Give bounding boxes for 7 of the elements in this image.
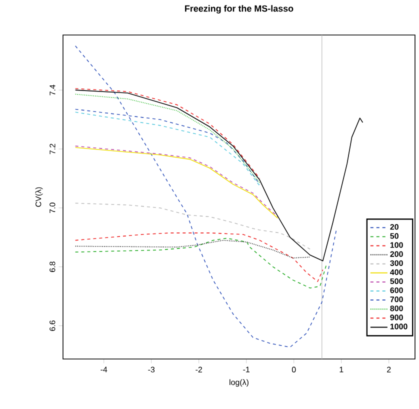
chart-title: Freezing for the MS-lasso xyxy=(185,5,294,14)
line-series xyxy=(74,240,310,258)
line-series xyxy=(74,232,324,282)
line-series xyxy=(74,238,328,288)
line-series xyxy=(74,202,310,250)
line-series xyxy=(74,45,338,348)
line-series xyxy=(74,90,364,262)
